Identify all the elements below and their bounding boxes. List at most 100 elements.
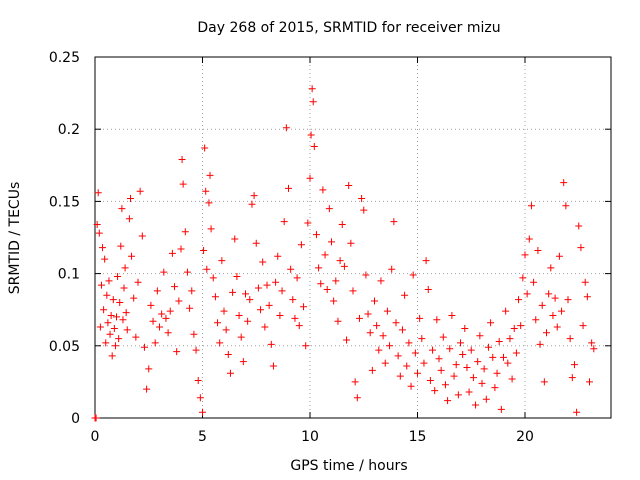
data-point xyxy=(377,277,385,285)
data-point xyxy=(229,288,237,296)
data-point xyxy=(325,205,333,213)
data-point xyxy=(173,348,181,356)
data-point xyxy=(287,265,295,273)
data-point xyxy=(99,244,107,252)
data-point xyxy=(407,382,415,390)
data-point xyxy=(179,180,187,188)
data-point xyxy=(108,352,116,360)
data-point xyxy=(105,277,113,285)
data-point xyxy=(476,332,484,340)
data-point xyxy=(244,317,252,325)
data-point xyxy=(480,365,488,373)
data-point xyxy=(504,359,512,367)
data-point xyxy=(291,314,299,322)
data-point xyxy=(484,343,492,351)
data-point xyxy=(538,301,546,309)
y-tick-label: 0.05 xyxy=(49,339,80,355)
data-point xyxy=(168,249,176,257)
data-point xyxy=(113,313,120,321)
data-points xyxy=(91,85,598,422)
data-point xyxy=(338,221,346,229)
data-point xyxy=(441,381,449,389)
data-point xyxy=(158,310,166,318)
data-point xyxy=(181,228,189,236)
data-point xyxy=(149,317,157,325)
data-point xyxy=(405,339,413,347)
data-point xyxy=(200,246,208,254)
data-point xyxy=(463,363,471,371)
data-point xyxy=(175,297,183,305)
data-point xyxy=(130,294,138,302)
data-point xyxy=(94,189,102,197)
data-point xyxy=(444,397,452,405)
data-point xyxy=(156,323,163,331)
data-point xyxy=(252,239,260,247)
data-point xyxy=(315,264,323,272)
data-point xyxy=(293,274,301,282)
data-point xyxy=(581,278,589,286)
data-point xyxy=(401,291,409,299)
data-point xyxy=(304,219,312,227)
data-point xyxy=(545,290,553,298)
data-point xyxy=(120,284,128,292)
data-point xyxy=(340,262,348,270)
data-point xyxy=(183,268,191,276)
data-point xyxy=(467,346,475,354)
data-point xyxy=(140,343,148,351)
data-point xyxy=(461,324,469,332)
data-point xyxy=(289,296,297,304)
data-point xyxy=(366,329,374,337)
data-point xyxy=(426,376,434,384)
data-point xyxy=(300,303,308,311)
data-point xyxy=(211,293,219,301)
data-point xyxy=(302,342,310,350)
data-point xyxy=(364,310,372,318)
data-point xyxy=(457,339,464,347)
data-point xyxy=(224,350,232,358)
data-point xyxy=(178,156,186,164)
data-point xyxy=(386,342,394,350)
data-point xyxy=(497,405,505,413)
data-point xyxy=(269,362,277,370)
data-point xyxy=(583,293,591,301)
data-point xyxy=(297,241,305,249)
data-point xyxy=(162,314,170,322)
data-point xyxy=(360,206,368,214)
data-point xyxy=(319,186,327,194)
data-point xyxy=(261,323,269,331)
data-point xyxy=(308,85,316,93)
data-point xyxy=(472,401,480,409)
data-point xyxy=(102,339,110,347)
data-point xyxy=(104,319,112,327)
data-point xyxy=(579,322,587,330)
data-point xyxy=(525,235,533,243)
data-point xyxy=(321,251,329,259)
data-point xyxy=(285,184,292,192)
data-point xyxy=(564,296,572,304)
data-point xyxy=(199,408,206,416)
data-point xyxy=(282,124,290,132)
data-point xyxy=(259,258,267,266)
data-point xyxy=(125,215,133,223)
data-point xyxy=(532,316,540,324)
data-point xyxy=(231,235,239,243)
data-point xyxy=(235,311,243,319)
data-point xyxy=(575,222,583,230)
data-point xyxy=(116,298,124,306)
data-point xyxy=(416,314,424,322)
data-point xyxy=(119,316,127,324)
data-point xyxy=(398,326,406,334)
data-point xyxy=(469,374,477,382)
data-point xyxy=(312,231,320,239)
data-point xyxy=(371,297,378,305)
data-point xyxy=(237,333,245,341)
data-point xyxy=(192,346,200,354)
data-point xyxy=(177,245,185,253)
data-point xyxy=(373,322,381,330)
data-point xyxy=(502,307,510,315)
data-point xyxy=(93,221,101,229)
x-axis-label: GPS time / hours xyxy=(290,458,407,474)
data-point xyxy=(493,369,501,377)
data-point xyxy=(454,391,462,399)
data-point xyxy=(368,366,376,374)
